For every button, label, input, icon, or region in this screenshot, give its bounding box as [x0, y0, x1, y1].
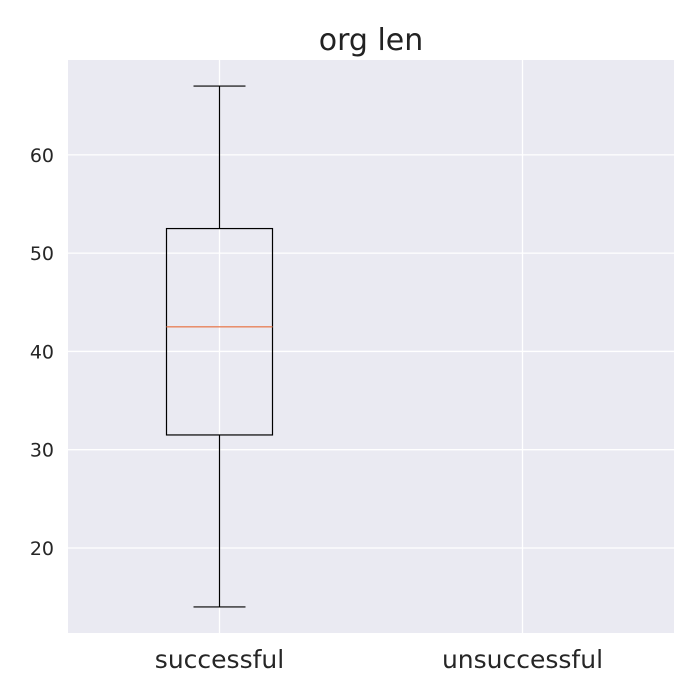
plot-background	[68, 60, 674, 633]
y-tick-label: 50	[30, 243, 54, 265]
y-tick-label: 60	[30, 145, 54, 167]
plot-area: 20 30 40 50 60 successful unsuccessful	[30, 60, 674, 674]
y-tick-label: 40	[30, 341, 54, 363]
y-tick-label: 20	[30, 538, 54, 560]
x-tick-label: unsuccessful	[442, 645, 603, 674]
y-tick-label: 30	[30, 440, 54, 462]
x-tick-label: successful	[155, 645, 284, 674]
box-iqr	[165, 227, 274, 436]
chart-title: org len	[319, 23, 424, 58]
